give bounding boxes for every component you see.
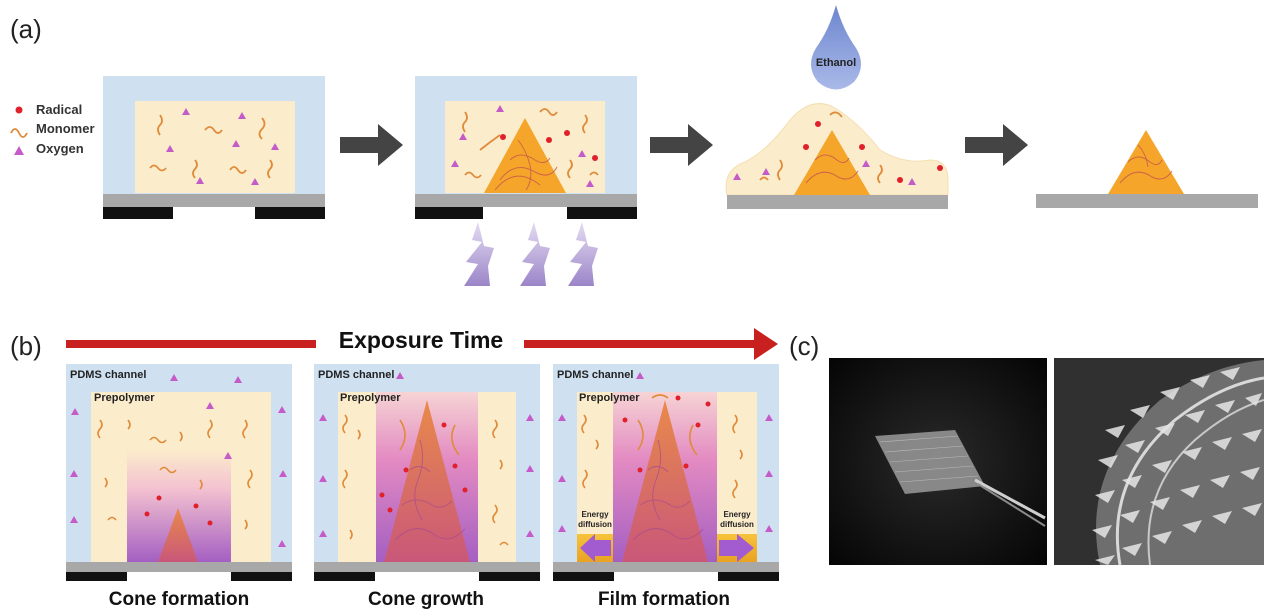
- b3-substrate: [553, 562, 779, 572]
- b3-prepolymer-label: Prepolymer: [579, 392, 640, 404]
- step1-prepolymer: [135, 101, 295, 193]
- legend-oxygen: Oxygen: [36, 141, 84, 156]
- step3-cone-network: [805, 154, 859, 184]
- b3-cone: [622, 400, 708, 562]
- step2-radicals: [500, 130, 598, 161]
- b2-cone: [384, 400, 470, 562]
- b3-device: Energy diffusion Energy diffusion PDMS c…: [553, 364, 779, 610]
- b1-prepolymer-label: Prepolymer: [94, 392, 155, 404]
- panel-b-letter: (b): [10, 331, 42, 361]
- b2-mask-left: [314, 572, 375, 581]
- step2-cone-network: [494, 139, 558, 191]
- b3-energy-arrow-right: [719, 534, 754, 562]
- step1-device: [103, 76, 325, 219]
- b2-substrate: [314, 562, 540, 572]
- b3-energy-label-right-1: Energy: [723, 510, 751, 519]
- radical-legend-marker: [15, 106, 23, 114]
- b1-oxygen: [70, 374, 287, 547]
- b1-channel-label: PDMS channel: [70, 369, 146, 381]
- b3-mask-right: [718, 572, 779, 581]
- step3-substrate: [727, 195, 948, 209]
- b1-substrate: [66, 562, 292, 572]
- step4-cone: [1108, 130, 1184, 194]
- step4-device: [1036, 130, 1258, 208]
- step2-mask-right: [567, 207, 637, 219]
- process-arrow-2: [650, 124, 713, 166]
- b2-cone-network: [394, 439, 466, 541]
- exposure-arrow-head: [754, 328, 778, 360]
- b3-channel-label: PDMS channel: [557, 369, 633, 381]
- caption-cone-formation: Cone formation: [109, 589, 249, 610]
- exposure-time-label: Exposure Time: [339, 327, 503, 353]
- b3-cone-network: [632, 439, 704, 541]
- b3-energy-label-left-1: Energy: [581, 510, 609, 519]
- legend-radical: Radical: [36, 102, 82, 117]
- step3-cone: [794, 130, 870, 195]
- ethanol-drop: [810, 5, 862, 90]
- monomer-legend-marker: [10, 128, 28, 138]
- caption-film-formation: Film formation: [598, 589, 730, 610]
- exposure-arrow-left-bar: [66, 340, 316, 348]
- step2-device: [415, 76, 637, 286]
- legend-monomer: Monomer: [36, 121, 95, 136]
- step1-substrate: [103, 194, 325, 207]
- b3-monomers: [581, 394, 743, 499]
- step1-mask-right: [255, 207, 325, 219]
- b1-mask-left: [66, 572, 127, 581]
- step1-mask-left: [103, 207, 173, 219]
- step1-monomers: [149, 114, 273, 179]
- process-arrow-3: [965, 124, 1028, 166]
- b2-prepolymer-label: Prepolymer: [340, 392, 401, 404]
- process-arrow-1: [340, 124, 403, 166]
- exposure-arrow-right-bar: [524, 340, 756, 348]
- step3-monomers: [759, 111, 883, 184]
- legend: Radical Monomer Oxygen: [10, 102, 95, 156]
- b2-device: PDMS channel Prepolymer: [314, 364, 540, 610]
- uv-light: [464, 222, 598, 286]
- b2-monomers: [342, 414, 509, 546]
- step2-monomers: [462, 108, 599, 179]
- panel-a-letter: (a): [10, 14, 42, 44]
- b2-mask-right: [479, 572, 540, 581]
- b3-oxygen: [558, 372, 773, 532]
- photo-microneedle-patch: [829, 358, 1047, 565]
- panel-c-letter: (c): [789, 331, 819, 361]
- step4-cone-network: [1119, 144, 1173, 184]
- step1-oxygen: [166, 108, 279, 185]
- b1-monomers: [97, 419, 253, 530]
- b1-cone: [158, 508, 198, 562]
- step3-oxygen: [733, 160, 916, 185]
- b3-energy-label-left-2: diffusion: [578, 520, 612, 529]
- step2-mask-left: [415, 207, 483, 219]
- b3-energy-arrow-left: [580, 534, 611, 562]
- step2-oxygen: [451, 105, 594, 187]
- b2-radicals: [379, 422, 468, 513]
- photo-microneedle-closeup: [1054, 358, 1264, 566]
- step2-substrate: [415, 194, 637, 207]
- b3-mask-left: [553, 572, 614, 581]
- step4-substrate: [1036, 194, 1258, 208]
- b1-device: PDMS channel Prepolymer: [66, 364, 292, 610]
- step3-device: Ethanol: [725, 5, 949, 209]
- b2-oxygen: [319, 372, 534, 537]
- b3-radicals: [622, 395, 711, 473]
- oxygen-legend-marker: [14, 146, 24, 155]
- ethanol-label: Ethanol: [816, 57, 856, 69]
- b1-mask-right: [231, 572, 292, 581]
- step3-radicals: [803, 121, 943, 183]
- caption-cone-growth: Cone growth: [368, 589, 484, 610]
- b3-energy-label-right-2: diffusion: [720, 520, 754, 529]
- b2-channel-label: PDMS channel: [318, 369, 394, 381]
- b1-radicals: [144, 495, 213, 526]
